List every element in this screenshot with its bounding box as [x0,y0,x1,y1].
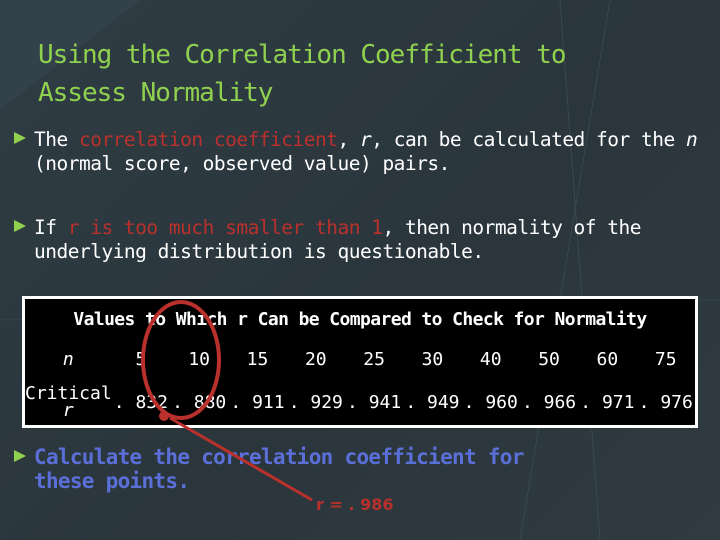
row-label-n: n [62,348,74,370]
paragraph-normality: If r is too much smaller than 1, then no… [34,216,704,264]
r-result: r = . 986 [316,495,394,514]
text: (normal score, observed value) pairs. [34,152,450,175]
table-cell: 30 [421,348,444,370]
table-cell: 40 [479,348,502,370]
table-cell: 25 [363,348,385,370]
variable-r: r [359,128,372,151]
table-cell: . 960 [463,391,518,413]
table-cell: . 911 [230,391,285,413]
table-cell: 5 [135,348,147,370]
calc-line-2: these points. [34,469,190,493]
table-cell: 60 [596,348,619,370]
slide-title: Using the Correlation Coefficient to Ass… [38,36,678,112]
calc-line-1: Calculate the correlation coefficient fo… [34,445,524,469]
table-row-n: n 5 10 15 20 25 30 40 50 60 75 [24,339,697,379]
table-cell: 75 [654,348,677,370]
table-cell: . 976 [638,391,693,413]
text: The [34,128,79,151]
text: , can be calculated for the [371,128,686,151]
text: , then normality of the underlying distr… [34,216,642,263]
row-label-line: r [62,400,74,421]
table-cell: 20 [304,348,327,370]
table-cell: . 941 [347,391,402,413]
row-label-critical-r: Critical r [24,379,112,427]
text: If [34,216,68,239]
table-cell: 10 [188,348,211,370]
table-cell: . 880 [172,391,227,413]
title-line-2: Assess Normality [38,78,273,108]
highlight-r-smaller: r is too much smaller than 1 [67,216,383,239]
table-cell: 15 [246,348,269,370]
row-label-line: Critical [25,383,112,404]
table-cell: . 929 [288,391,343,413]
table-header: Values to Which r Can be Compared to Che… [23,297,697,339]
variable-n: n [685,128,698,151]
table-row-critical-r: Critical r . 832 . 880 . 911 . 929 . 941… [24,379,697,427]
highlight-correlation-coefficient: correlation coefficient [78,128,338,151]
table-cell: . 832 [113,391,168,413]
title-line-1: Using the Correlation Coefficient to [38,40,567,70]
critical-values-table: Values to Which r Can be Compared to Che… [22,296,698,428]
table-cell: 50 [538,348,560,370]
paragraph-correlation: The correlation coefficient, r, can be c… [34,128,704,176]
table-cell: . 971 [580,391,635,413]
table-cell: . 949 [405,391,460,413]
table-header-row: Values to Which r Can be Compared to Che… [23,297,697,339]
text: , [337,128,360,151]
table-cell: . 966 [521,391,577,413]
calculate-instruction: Calculate the correlation coefficient fo… [34,445,554,493]
